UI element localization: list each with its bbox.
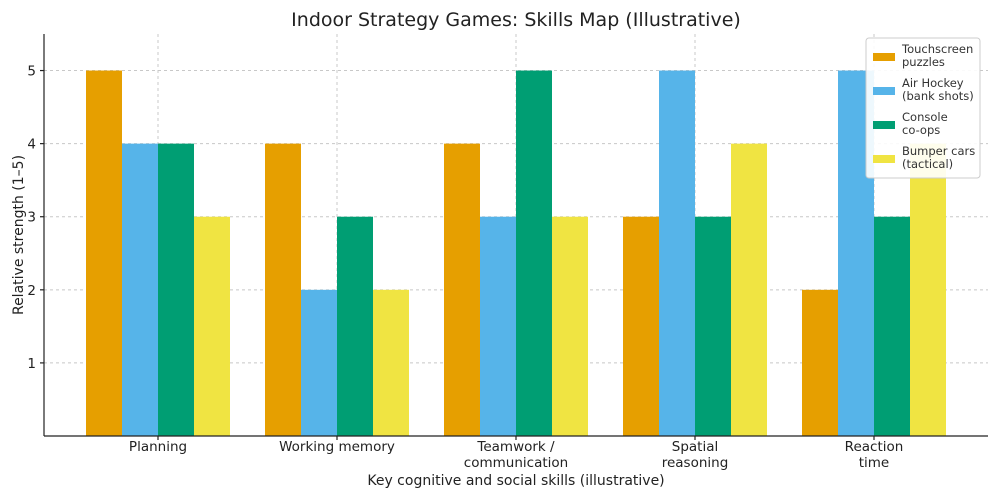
y-tick-label: 1 <box>27 356 36 372</box>
legend-entry: Console co-ops <box>902 110 948 137</box>
bar <box>337 216 373 436</box>
bar <box>623 216 659 436</box>
legend-swatch <box>873 121 895 129</box>
legend-box <box>865 37 981 179</box>
x-tick-label: Planning <box>129 439 187 455</box>
x-ticks: Planning Working memory Teamwork / communic… <box>129 436 903 471</box>
legend-entry: Touchscreen puzzles <box>901 42 973 69</box>
bar <box>86 70 122 436</box>
x-tick-label: Spatial reasoning <box>662 439 729 471</box>
x-tick-label: Teamwork / communication <box>464 439 568 471</box>
legend-swatch <box>873 87 895 95</box>
y-tick-label: 2 <box>27 283 36 299</box>
bar <box>874 216 910 436</box>
x-axis-label: Key cognitive and social skills (illustr… <box>367 473 664 489</box>
bar <box>480 216 516 436</box>
x-tick-label: Reaction time <box>845 439 904 471</box>
bar <box>552 216 588 436</box>
bar <box>122 143 158 437</box>
bar <box>659 70 695 436</box>
legend-entry: Bumper cars (tactical) <box>902 144 975 171</box>
bar <box>695 216 731 436</box>
legend-swatch <box>873 53 895 61</box>
bar <box>301 289 337 436</box>
bar <box>731 143 767 437</box>
bar <box>158 143 194 437</box>
y-axis-label: Relative strength (1–5) <box>11 155 27 315</box>
y-tick-label: 3 <box>27 210 36 226</box>
y-ticks: 1 2 3 4 5 <box>27 64 44 372</box>
legend: Touchscreen puzzles Air Hockey (bank shots)… <box>865 37 981 179</box>
bar <box>516 70 552 436</box>
y-tick-label: 4 <box>27 137 36 153</box>
bar <box>802 289 838 436</box>
bars <box>86 70 946 437</box>
bar <box>194 216 230 436</box>
y-tick-label: 5 <box>27 64 36 80</box>
bar <box>444 143 480 437</box>
bar <box>910 143 946 437</box>
bar <box>373 289 409 436</box>
bar <box>265 143 301 437</box>
chart-title: Indoor Strategy Games: Skills Map (Illus… <box>291 9 741 31</box>
legend-swatch <box>873 155 895 163</box>
legend-entry: Air Hockey (bank shots) <box>902 76 974 103</box>
x-tick-label: Working memory <box>279 439 395 455</box>
